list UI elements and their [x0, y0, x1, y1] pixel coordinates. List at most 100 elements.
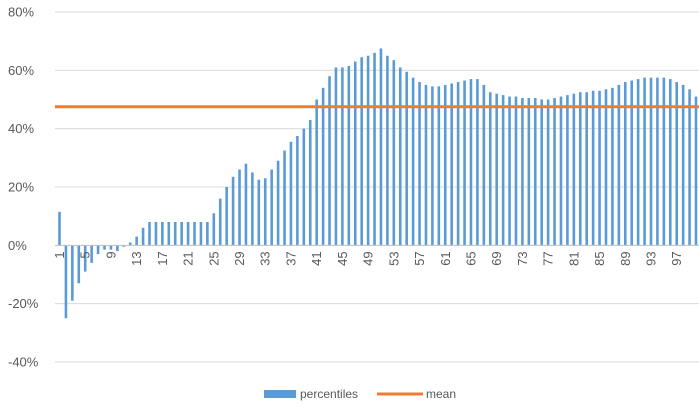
percentile-bar — [643, 77, 646, 246]
percentile-bar — [83, 245, 87, 272]
x-tick-label: 65 — [463, 251, 478, 265]
percentile-bar — [675, 82, 679, 246]
y-tick-label: -40% — [8, 355, 39, 370]
percentile-bar — [508, 96, 511, 246]
percentile-bar — [289, 141, 293, 246]
percentile-bar — [341, 67, 344, 246]
percentile-bar — [58, 211, 61, 246]
percentile-bar — [199, 222, 203, 246]
x-tick-label: 97 — [669, 251, 684, 265]
percentile-bar — [218, 198, 222, 246]
x-tick-label: 53 — [386, 251, 401, 265]
percentile-bar — [656, 77, 659, 246]
x-tick-label: 37 — [283, 251, 298, 265]
percentile-bar — [553, 98, 556, 246]
y-axis-ticks: 80% 60% 40% 20% 0% -20% -40% — [8, 5, 39, 370]
x-tick-label: 21 — [181, 251, 196, 265]
x-tick-label: 73 — [515, 251, 530, 265]
percentile-bar — [392, 60, 396, 246]
percentile-bar — [109, 245, 113, 250]
x-tick-label: 9 — [103, 251, 118, 258]
percentile-bar — [398, 67, 402, 246]
percentile-bar — [373, 52, 376, 246]
y-tick-label: 40% — [8, 121, 34, 136]
percentile-bar — [437, 86, 441, 246]
x-tick-label: 25 — [206, 251, 221, 265]
percentile-bar — [90, 245, 93, 263]
percentile-bar — [591, 90, 595, 246]
percentile-bar — [572, 93, 576, 246]
legend-label-percentiles: percentiles — [300, 387, 358, 401]
percentile-bar — [244, 163, 248, 246]
percentiles-bars — [58, 48, 698, 319]
percentile-bar — [668, 79, 672, 246]
x-tick-label: 69 — [489, 251, 504, 265]
percentile-bar — [173, 222, 177, 246]
percentile-bar — [321, 87, 325, 246]
percentile-bar — [103, 245, 106, 250]
percentile-bar — [206, 222, 209, 246]
percentile-bar — [495, 93, 498, 246]
y-tick-label: 60% — [8, 63, 34, 78]
percentile-bar — [328, 76, 331, 246]
x-tick-label: 77 — [541, 251, 556, 265]
percentile-bar — [180, 222, 183, 246]
percentile-bar — [630, 80, 634, 246]
percentile-bar — [96, 245, 100, 255]
percentile-bar — [263, 178, 267, 246]
percentile-bar — [154, 222, 158, 246]
x-tick-label: 45 — [335, 251, 350, 265]
percentile-bar — [212, 213, 216, 246]
x-tick-label: 1 — [52, 251, 67, 258]
percentile-bar — [225, 187, 228, 246]
percentile-bar — [488, 92, 492, 246]
percentile-bar — [308, 119, 312, 246]
percentile-bar — [476, 79, 479, 246]
y-tick-label: 0% — [8, 238, 27, 253]
percentile-bar — [662, 77, 666, 246]
x-tick-label: 13 — [129, 251, 144, 265]
percentile-bar — [315, 99, 318, 246]
percentile-bar — [649, 77, 653, 246]
percentile-bar — [135, 236, 138, 246]
percentile-bar — [482, 84, 486, 246]
x-tick-label: 93 — [643, 251, 658, 265]
legend-label-mean: mean — [426, 387, 456, 401]
x-tick-label: 61 — [438, 251, 453, 265]
legend: percentiles mean — [264, 387, 456, 401]
x-tick-label: 29 — [232, 251, 247, 265]
percentile-bar — [443, 84, 447, 246]
percentile-bar — [64, 245, 68, 319]
percentile-bar — [193, 222, 196, 246]
percentile-bar — [501, 95, 505, 246]
percentile-bar — [238, 169, 241, 246]
percentile-bar — [681, 84, 685, 246]
x-axis-ticks: 1 5 9 13 17 21 25 29 33 37 41 45 49 53 57 61 65 69 73 77 81 8… — [52, 251, 684, 265]
percentile-bar — [463, 80, 466, 246]
percentile-bar — [450, 83, 453, 246]
percentile-bar — [604, 89, 608, 246]
percentile-bar — [411, 77, 415, 246]
percentile-bar — [617, 84, 621, 246]
x-tick-label: 85 — [592, 251, 607, 265]
percentile-bar — [578, 92, 582, 246]
x-tick-label: 49 — [361, 251, 376, 265]
x-tick-label: 17 — [155, 251, 170, 265]
percentile-bar — [514, 96, 518, 246]
percentile-bar — [128, 242, 132, 246]
percentile-bar — [598, 90, 601, 246]
percentile-bar — [148, 222, 151, 246]
gridlines — [55, 11, 699, 363]
percentile-bar — [405, 71, 408, 246]
percentile-bar — [302, 128, 306, 246]
percentile-bar — [386, 55, 389, 246]
percentile-bar — [122, 245, 126, 247]
percentile-bar — [167, 222, 171, 246]
percentile-bar — [141, 227, 145, 246]
y-tick-label: -20% — [8, 296, 39, 311]
percentile-bar — [546, 99, 550, 246]
percentile-bar — [347, 65, 351, 246]
percentile-bar — [116, 245, 119, 252]
percentile-bar — [257, 179, 261, 246]
